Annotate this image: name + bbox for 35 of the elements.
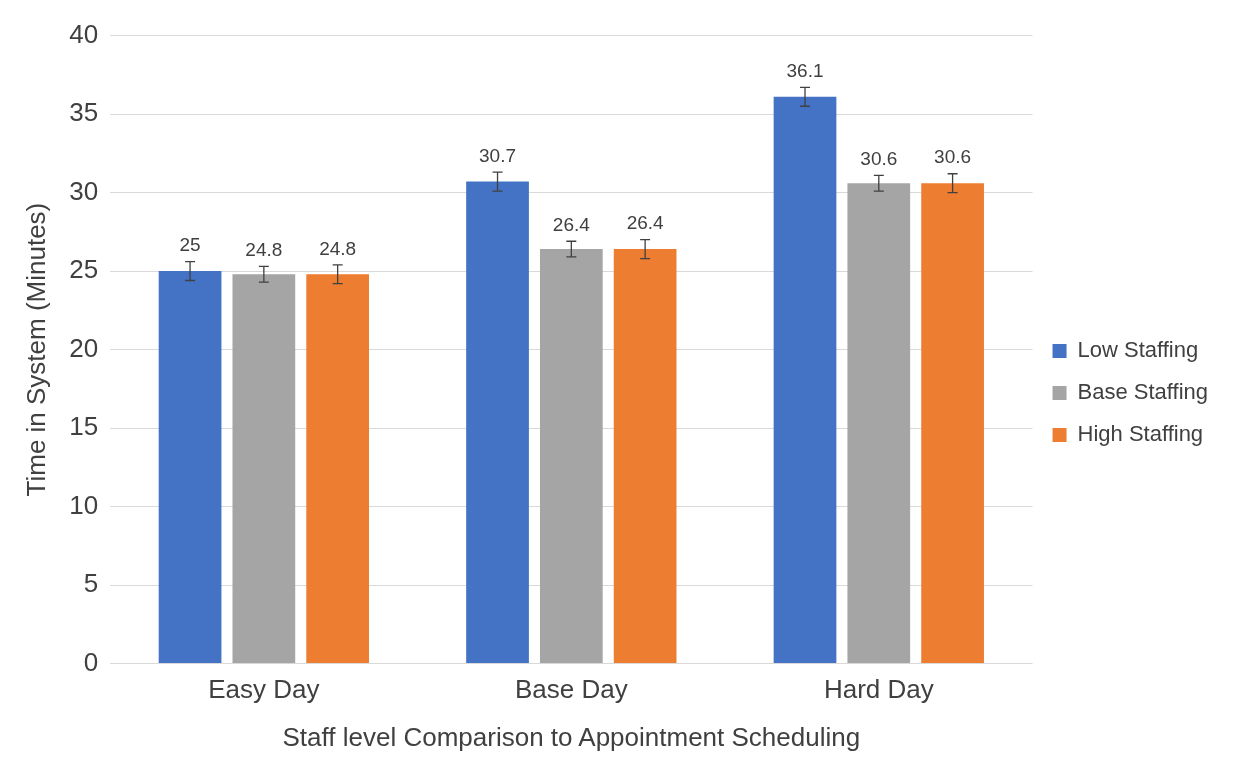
- bar: [158, 271, 222, 664]
- data-label: 24.8: [245, 239, 283, 261]
- x-axis-title: Staff level Comparison to Appointment Scheduling: [282, 721, 861, 752]
- legend-label: High Staffing: [1077, 421, 1204, 447]
- data-label: 36.1: [786, 60, 824, 82]
- y-tick-label: 40: [69, 18, 99, 49]
- bar: [773, 96, 837, 664]
- y-tick-label: 10: [69, 489, 99, 520]
- bar: [466, 181, 529, 664]
- y-tick-label: 30: [69, 175, 99, 206]
- y-tick-label: 15: [69, 411, 99, 442]
- data-label: 24.8: [319, 237, 357, 259]
- data-label: 30.7: [479, 144, 517, 166]
- data-label: 26.4: [552, 214, 591, 235]
- x-tick-label: Base Day: [514, 674, 628, 705]
- bar: [539, 249, 603, 664]
- y-tick-label: 35: [69, 97, 99, 128]
- bar: [847, 183, 911, 664]
- y-tick-label: 0: [83, 646, 99, 677]
- y-tick-label: 20: [69, 332, 99, 363]
- legend-label: Low Staffing: [1077, 337, 1199, 363]
- data-label: 25: [179, 234, 201, 256]
- data-label: 30.6: [934, 146, 972, 168]
- bar: [232, 274, 296, 664]
- y-tick-label: 25: [69, 254, 99, 285]
- x-tick-label: Easy Day: [208, 674, 320, 705]
- legend-label: Base Staffing: [1077, 379, 1208, 405]
- bar: [921, 183, 984, 664]
- x-tick-label: Hard Day: [823, 674, 934, 705]
- data-label: 30.6: [860, 148, 898, 170]
- bar: [613, 249, 677, 664]
- y-axis-title: Time in System (Minutes): [20, 202, 51, 497]
- bar: [306, 274, 370, 664]
- data-label: 26.4: [626, 212, 665, 234]
- y-tick-label: 5: [83, 568, 99, 599]
